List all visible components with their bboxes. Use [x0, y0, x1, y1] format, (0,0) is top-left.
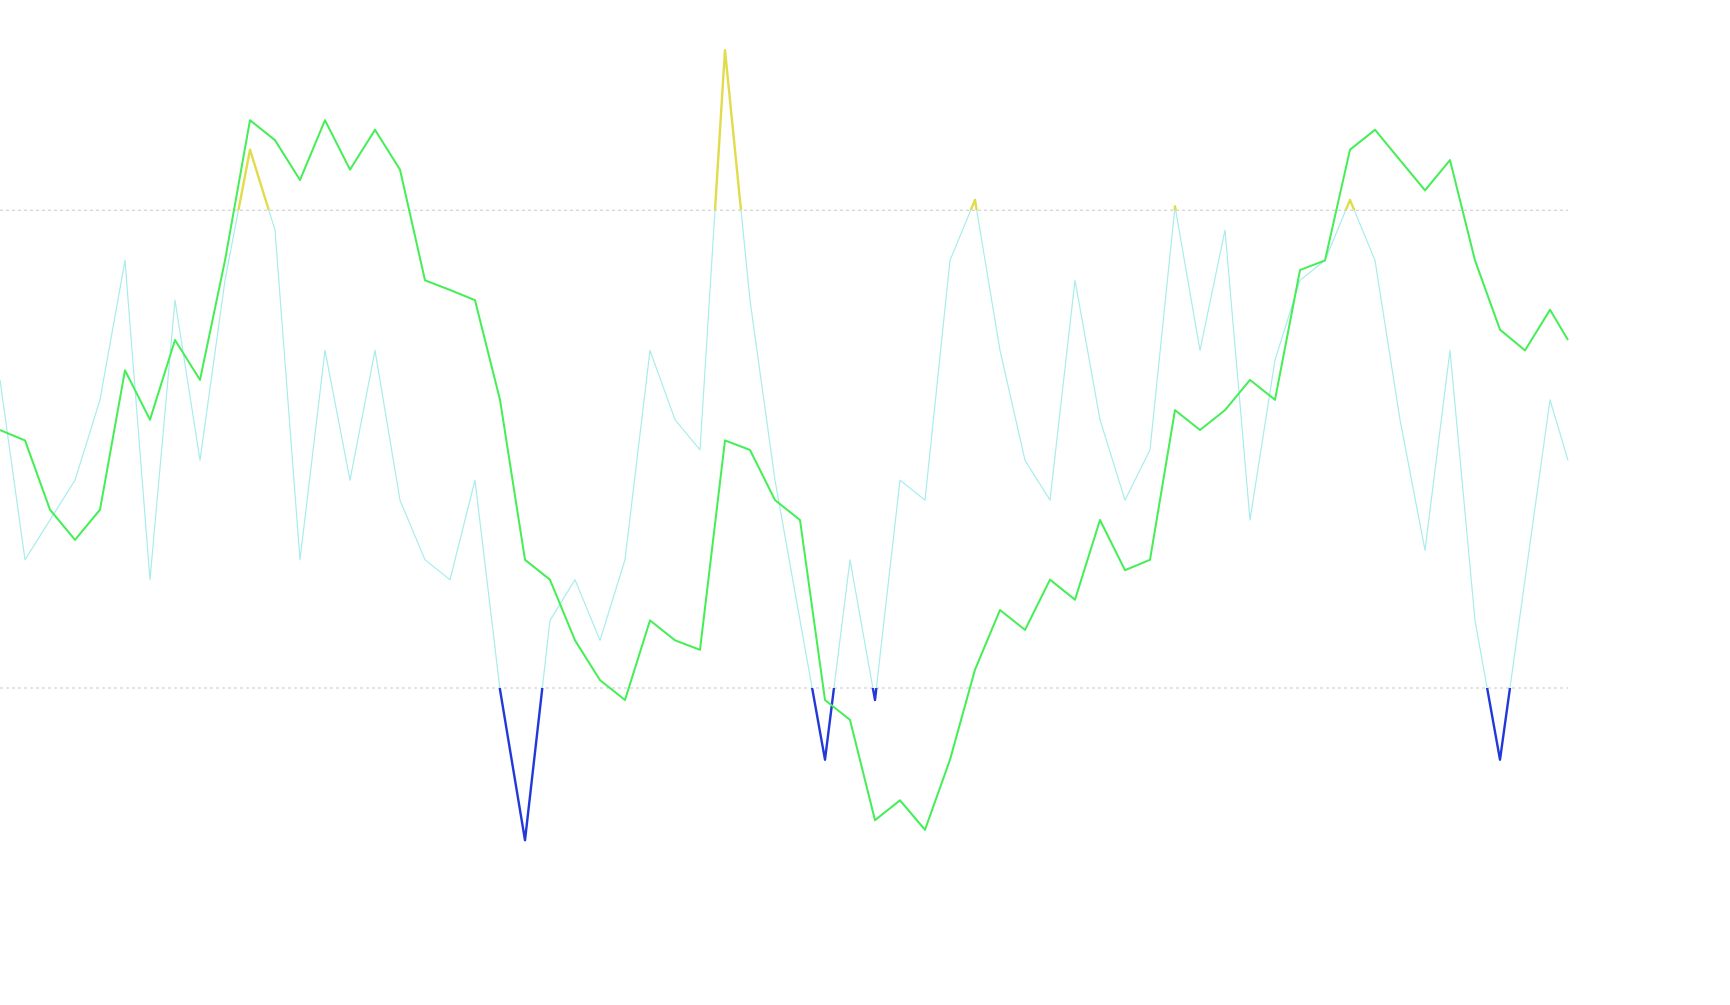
series-line: [0, 119, 1569, 831]
series-line: [0, 210, 1569, 689]
series-line: [237, 49, 1356, 211]
series-line: [498, 688, 1512, 842]
